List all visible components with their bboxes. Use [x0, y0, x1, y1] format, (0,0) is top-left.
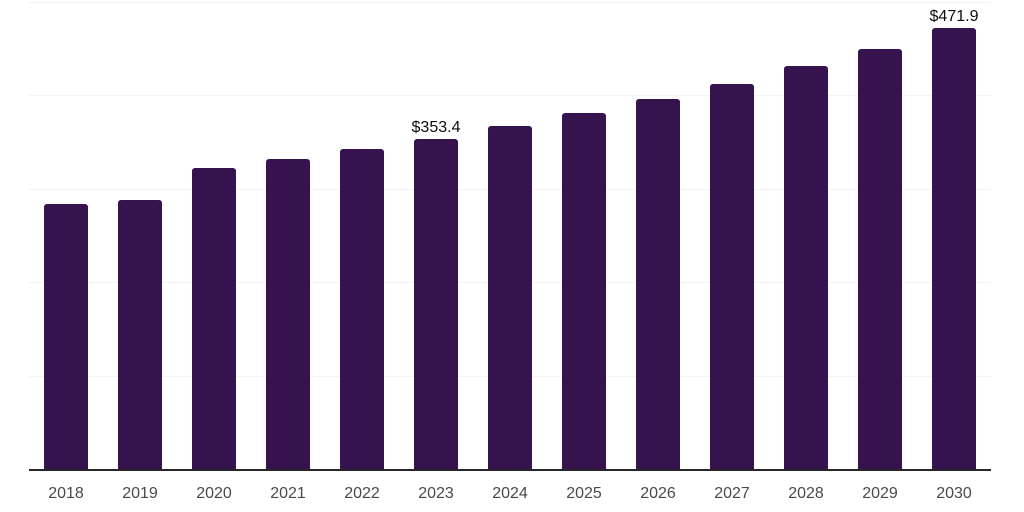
bar-2027 [710, 84, 754, 469]
bar-2023 [414, 138, 458, 469]
x-tick-label-2023: 2023 [418, 485, 454, 502]
x-tick-label-2027: 2027 [714, 485, 750, 502]
x-tick-label-2020: 2020 [196, 485, 232, 502]
bar-2026 [636, 99, 680, 469]
bar-2022 [340, 149, 384, 469]
x-tick-label-2022: 2022 [344, 485, 380, 502]
x-tick-label-2026: 2026 [640, 485, 676, 502]
x-tick-label-2028: 2028 [788, 485, 824, 502]
x-axis-line [29, 469, 991, 471]
x-tick-label-2029: 2029 [862, 485, 898, 502]
x-tick-label-2019: 2019 [122, 485, 158, 502]
bar-2018 [44, 204, 88, 469]
bar-2020 [192, 167, 236, 469]
bar-2019 [118, 199, 162, 469]
bar-2029 [858, 48, 902, 469]
x-tick-label-2024: 2024 [492, 485, 528, 502]
x-tick-label-2025: 2025 [566, 485, 602, 502]
bar-2025 [562, 113, 606, 469]
bar-2021 [266, 159, 310, 469]
bar-value-label-2023: $353.4 [411, 118, 461, 136]
x-tick-label-2018: 2018 [48, 485, 84, 502]
bar-2030 [932, 28, 976, 469]
gridline-400 [29, 95, 991, 97]
bar-2028 [784, 66, 828, 469]
bar-2024 [488, 126, 532, 469]
x-tick-label-2030: 2030 [936, 485, 972, 502]
gridline-500 [29, 2, 991, 3]
x-tick-label-2021: 2021 [270, 485, 306, 502]
bar-value-label-2030: $471.9 [929, 8, 979, 26]
